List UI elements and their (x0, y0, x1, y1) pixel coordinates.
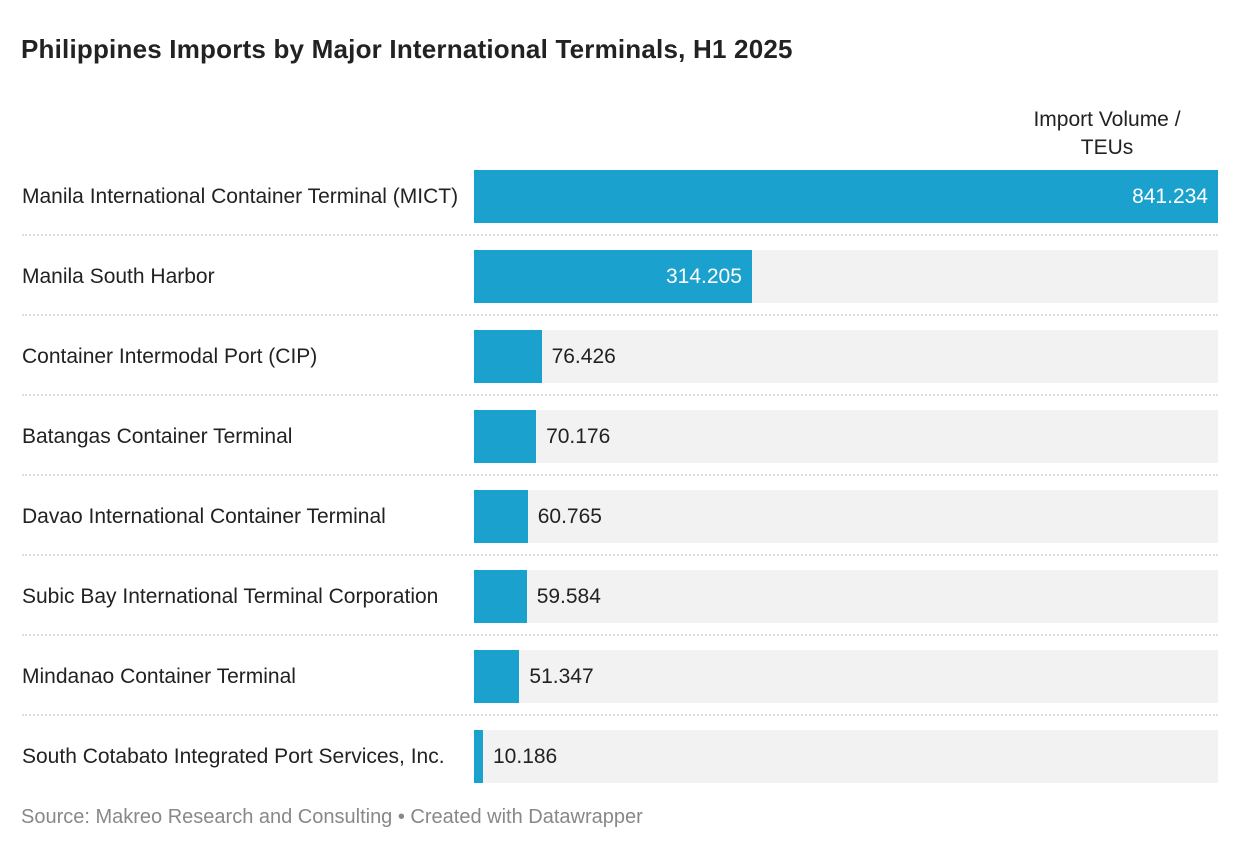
bar (474, 490, 528, 543)
value-label: 51.347 (529, 665, 594, 688)
category-label: Manila South Harbor (22, 264, 215, 288)
bar (474, 650, 520, 703)
bar (474, 170, 1218, 223)
category-label: Davao International Container Terminal (22, 504, 386, 528)
value-label: 59.584 (536, 585, 601, 608)
axis-label: Import Volume / TEUs (1033, 108, 1181, 159)
category-label: Batangas Container Terminal (22, 424, 293, 448)
value-label: 76.426 (551, 345, 616, 368)
row: Batangas Container Terminal 70.176 (22, 406, 1218, 476)
value-label: 841.234 (1132, 185, 1208, 208)
row: Manila South Harbor 314.205 (22, 246, 1218, 316)
bar-track: 10.186 (474, 730, 1218, 783)
source: Source: Makreo Research and Consulting •… (21, 806, 643, 828)
bar-track: 314.205 (474, 250, 1218, 303)
category-label: Container Intermodal Port (CIP) (22, 344, 318, 368)
row: Subic Bay International Terminal Corpora… (22, 566, 1218, 636)
value-label: 60.765 (537, 505, 602, 528)
bar-track: 60.765 (474, 490, 1218, 543)
bar (474, 570, 527, 623)
row: Mindanao Container Terminal 51.347 (22, 646, 1218, 716)
bar-track: 76.426 (474, 330, 1218, 383)
bar-track: 59.584 (474, 570, 1218, 623)
bar (474, 250, 752, 303)
value-label: 10.186 (493, 745, 558, 768)
value-label: 314.205 (665, 265, 742, 288)
row: Container Intermodal Port (CIP) 76.426 (22, 326, 1218, 396)
category-label: Subic Bay International Terminal Corpora… (22, 584, 439, 608)
category-label: Manila International Container Terminal … (22, 184, 459, 208)
chart-title: Philippines Imports by Major Internation… (21, 34, 793, 64)
value-label: 70.176 (546, 425, 611, 448)
bar (474, 330, 542, 383)
category-label: Mindanao Container Terminal (22, 664, 296, 688)
bar (474, 410, 537, 463)
row: Davao International Container Terminal 60… (22, 486, 1218, 556)
bar-track: 841.234 (474, 170, 1218, 223)
bar (474, 730, 483, 783)
category-label: South Cotabato Integrated Port Services,… (22, 744, 445, 768)
row: South Cotabato Integrated Port Services,… (22, 726, 1218, 794)
bar-track: 51.347 (474, 650, 1218, 703)
row: Manila International Container Terminal … (22, 166, 1218, 236)
bar-track: 70.176 (474, 410, 1218, 463)
bar-list: Manila International Container Terminal … (22, 166, 1218, 804)
